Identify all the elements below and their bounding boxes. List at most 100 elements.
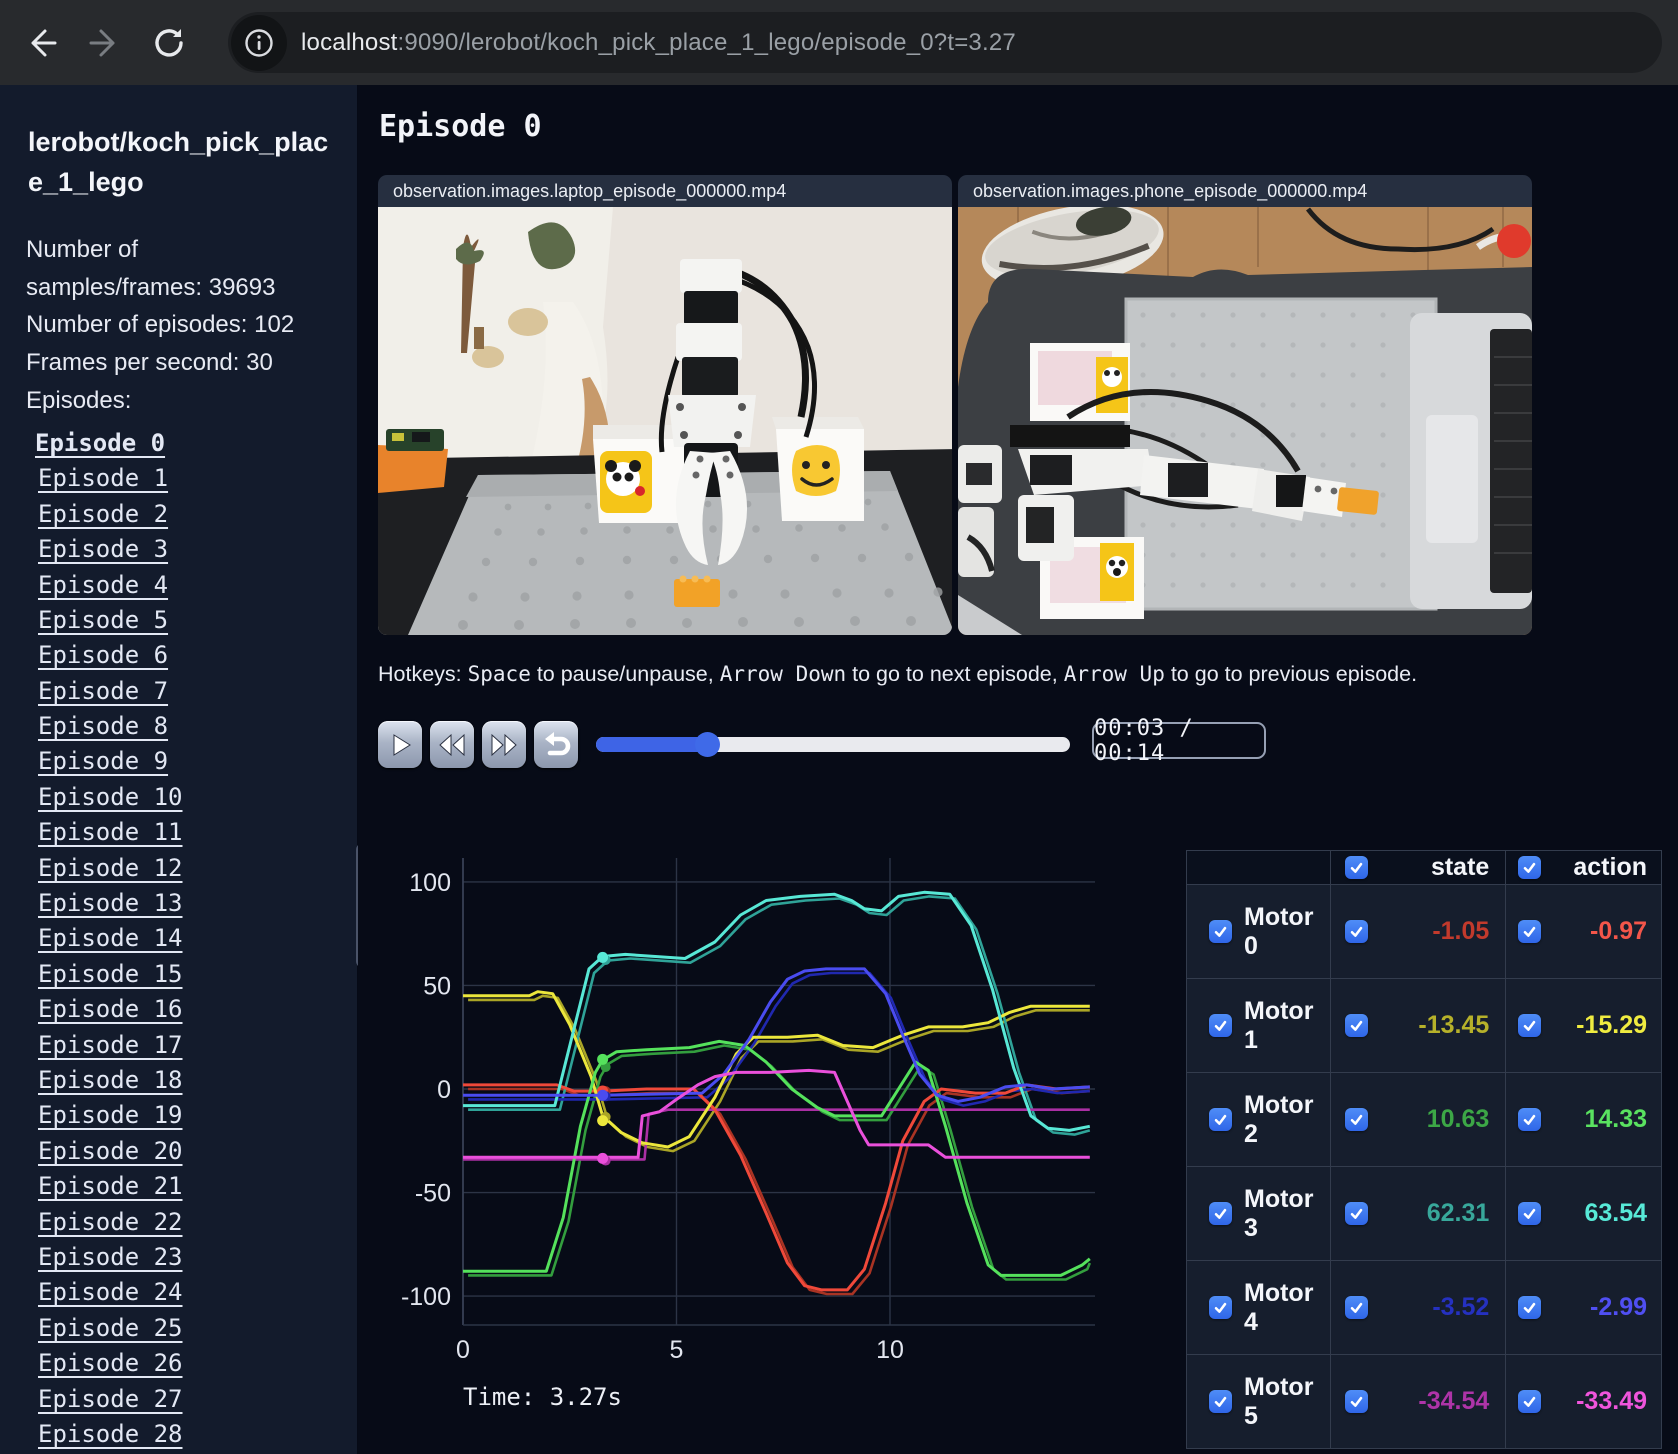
seek-slider-thumb[interactable] — [695, 732, 721, 757]
episode-list-item: Episode 15 — [0, 956, 357, 991]
motor-1-state-checkbox[interactable] — [1344, 1014, 1368, 1037]
main-content: Episode 0 observation.images.laptop_epis… — [358, 85, 1678, 1454]
fast-forward-button[interactable] — [482, 721, 526, 768]
episode-link-7[interactable]: Episode 7 — [38, 676, 169, 705]
motor-table: state action Motor 0 -1.05 -0.97 Motor 1 -13… — [1186, 850, 1662, 1449]
episode-list-item: Episode 20 — [0, 1133, 357, 1168]
episode-link-1[interactable]: Episode 1 — [38, 464, 169, 493]
episode-link-18[interactable]: Episode 18 — [38, 1065, 183, 1094]
seek-slider[interactable] — [596, 732, 1070, 757]
episode-list-item: Episode 27 — [0, 1381, 357, 1416]
table-header-row: state action — [1186, 850, 1662, 885]
episode-link-23[interactable]: Episode 23 — [38, 1242, 183, 1271]
episode-list-item: Episode 1 — [0, 461, 357, 496]
episode-link-4[interactable]: Episode 4 — [38, 570, 169, 599]
episodes-label: Episodes: — [26, 386, 132, 414]
video-phone[interactable] — [958, 207, 1532, 635]
motor-3-state-checkbox[interactable] — [1344, 1202, 1368, 1225]
hotkey-text: to go to previous episode. — [1164, 662, 1418, 686]
episode-link-6[interactable]: Episode 6 — [38, 641, 169, 670]
table-header-empty — [1186, 850, 1331, 885]
motor-3-action-checkbox[interactable] — [1518, 1202, 1542, 1225]
motor-label: Motor 4 — [1244, 1278, 1314, 1336]
motor-chart[interactable]: 100 50 0 -50 -100 0 5 10 — [390, 848, 1102, 1426]
motor-state-value: 62.31 — [1426, 1199, 1490, 1227]
motor-2-checkbox[interactable] — [1209, 1108, 1232, 1131]
motor-4-action-checkbox[interactable] — [1518, 1296, 1542, 1319]
episode-list-item: Episode 8 — [0, 708, 357, 743]
motor-0-action-checkbox[interactable] — [1518, 920, 1542, 943]
motor-action-value: -0.97 — [1590, 917, 1647, 945]
episode-list-item: Episode 16 — [0, 992, 357, 1027]
episode-link-14[interactable]: Episode 14 — [38, 924, 183, 953]
episode-list-item: Episode 13 — [0, 885, 357, 920]
episode-list-item: Episode 17 — [0, 1027, 357, 1062]
reload-button[interactable] — [146, 20, 192, 66]
episode-link-28[interactable]: Episode 28 — [38, 1419, 183, 1448]
episode-link-22[interactable]: Episode 22 — [38, 1207, 183, 1236]
video-laptop[interactable] — [378, 207, 952, 635]
motor-0-state-checkbox[interactable] — [1344, 920, 1368, 943]
episode-link-19[interactable]: Episode 19 — [38, 1101, 183, 1130]
motor-1-checkbox[interactable] — [1209, 1014, 1232, 1037]
episode-link-24[interactable]: Episode 24 — [38, 1278, 183, 1307]
video-panel-laptop[interactable]: observation.images.laptop_episode_000000… — [378, 175, 952, 635]
site-info-chip[interactable] — [231, 14, 287, 71]
motor-3-checkbox[interactable] — [1209, 1202, 1232, 1225]
dataset-stat: Number of episodes: 102 — [26, 311, 295, 339]
episode-list-item: Episode 0 — [0, 425, 357, 460]
motor-5-checkbox[interactable] — [1209, 1390, 1232, 1413]
motor-4-state-checkbox[interactable] — [1344, 1296, 1368, 1319]
motor-2-action-checkbox[interactable] — [1518, 1108, 1542, 1131]
motor-state-value: -1.05 — [1432, 917, 1490, 945]
loop-button[interactable] — [534, 721, 578, 768]
episode-list-item: Episode 25 — [0, 1310, 357, 1345]
episode-link-2[interactable]: Episode 2 — [38, 499, 169, 528]
episode-list-item: Episode 28 — [0, 1416, 357, 1451]
episode-link-27[interactable]: Episode 27 — [38, 1384, 183, 1413]
episode-link-12[interactable]: Episode 12 — [38, 853, 183, 882]
forward-button[interactable] — [82, 20, 128, 66]
episode-link-13[interactable]: Episode 13 — [38, 889, 183, 918]
motor-0-checkbox[interactable] — [1209, 920, 1232, 943]
episode-list-item: Episode 22 — [0, 1204, 357, 1239]
motor-2-state-checkbox[interactable] — [1344, 1108, 1368, 1131]
table-row: Motor 5 -34.54 -33.49 — [1186, 1354, 1662, 1449]
motor-5-action-checkbox[interactable] — [1518, 1390, 1542, 1413]
hotkey-key: Space — [467, 662, 531, 686]
action-column-checkbox[interactable] — [1518, 856, 1542, 879]
episode-list-item: Episode 14 — [0, 921, 357, 956]
dataset-stat: Number of samples/frames: 39693 — [26, 235, 276, 301]
episode-link-17[interactable]: Episode 17 — [38, 1030, 183, 1059]
motor-label: Motor 5 — [1244, 1372, 1314, 1430]
episode-link-21[interactable]: Episode 21 — [38, 1172, 183, 1201]
episode-link-10[interactable]: Episode 10 — [38, 782, 183, 811]
episode-link-26[interactable]: Episode 26 — [38, 1349, 183, 1378]
motor-1-action-checkbox[interactable] — [1518, 1014, 1542, 1037]
episode-link-9[interactable]: Episode 9 — [38, 747, 169, 776]
episode-link-8[interactable]: Episode 8 — [38, 712, 169, 741]
rewind-button[interactable] — [430, 721, 474, 768]
hotkey-text: to go to next episode, — [846, 662, 1064, 686]
episode-link-16[interactable]: Episode 16 — [38, 995, 183, 1024]
play-button[interactable] — [378, 721, 422, 768]
episode-link-20[interactable]: Episode 20 — [38, 1136, 183, 1165]
back-button[interactable] — [18, 20, 64, 66]
seek-slider-fill — [596, 737, 708, 752]
svg-text:0: 0 — [456, 1336, 470, 1364]
episode-link-5[interactable]: Episode 5 — [38, 605, 169, 634]
url-bar[interactable]: localhost:9090/lerobot/koch_pick_place_1… — [228, 12, 1662, 73]
episode-link-0[interactable]: Episode 0 — [35, 428, 166, 457]
motor-4-checkbox[interactable] — [1209, 1296, 1232, 1319]
video-label-laptop: observation.images.laptop_episode_000000… — [378, 175, 952, 207]
episode-link-25[interactable]: Episode 25 — [38, 1313, 183, 1342]
episode-link-15[interactable]: Episode 15 — [38, 959, 183, 988]
fast-forward-icon — [491, 733, 517, 756]
video-panel-phone[interactable]: observation.images.phone_episode_000000.… — [958, 175, 1532, 635]
motor-5-state-checkbox[interactable] — [1344, 1390, 1368, 1413]
episode-link-3[interactable]: Episode 3 — [38, 535, 169, 564]
state-column-checkbox[interactable] — [1344, 856, 1368, 879]
hotkey-key: Arrow Down — [719, 662, 847, 686]
episode-link-11[interactable]: Episode 11 — [38, 818, 183, 847]
dataset-stat: Frames per second: 30 — [26, 348, 273, 376]
